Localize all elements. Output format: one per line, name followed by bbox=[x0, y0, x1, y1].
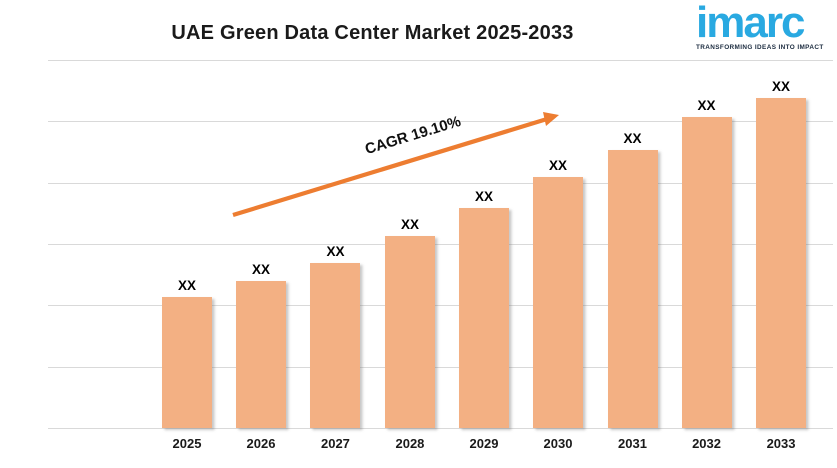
bar-value-label: XX bbox=[623, 131, 642, 147]
bar bbox=[235, 281, 286, 428]
x-axis-label: 2028 bbox=[395, 436, 425, 451]
bar-value-label: XX bbox=[772, 78, 791, 94]
logo-tagline: TRANSFORMING IDEAS INTO IMPACT bbox=[696, 44, 824, 52]
bar bbox=[384, 235, 435, 428]
x-axis-label: 2032 bbox=[692, 436, 721, 451]
bar-value-label: XX bbox=[548, 158, 567, 174]
x-axis-label: 2033 bbox=[766, 436, 796, 451]
bar bbox=[458, 207, 509, 428]
bar bbox=[162, 297, 213, 428]
bar bbox=[310, 263, 361, 428]
gridline bbox=[48, 366, 833, 368]
bar-value-label: XX bbox=[474, 188, 493, 204]
bar bbox=[681, 117, 732, 428]
bar bbox=[607, 150, 658, 428]
bar-value-label: XX bbox=[400, 216, 419, 232]
chart-title: UAE Green Data Center Market 2025-2033 bbox=[171, 22, 574, 44]
x-axis-label: 2029 bbox=[469, 436, 499, 451]
bar-value-label: XX bbox=[178, 278, 197, 293]
x-axis-label: 2025 bbox=[172, 436, 202, 451]
imarc-logo: imarc TRANSFORMING IDEAS INTO IMPACT bbox=[696, 0, 826, 52]
gridline bbox=[48, 305, 833, 307]
bar-value-label: XX bbox=[326, 244, 345, 260]
bar bbox=[756, 97, 807, 428]
gridline bbox=[48, 428, 833, 429]
gridline bbox=[48, 60, 833, 61]
bar bbox=[533, 177, 583, 428]
bar-value-label: XX bbox=[697, 98, 716, 114]
plot-area: XX 2025 XX 2026 XX 2027 XX 2028 XX 2029 XX 2030 XX 20… bbox=[48, 60, 833, 451]
x-axis-label: 2031 bbox=[618, 436, 647, 451]
x-axis-label: 2030 bbox=[543, 436, 573, 451]
logo-wordmark: imarc bbox=[696, 0, 805, 47]
gridline bbox=[48, 244, 833, 245]
x-axis-label: 2026 bbox=[246, 436, 276, 451]
bar-value-label: XX bbox=[251, 262, 270, 278]
x-axis-label: 2027 bbox=[320, 436, 350, 451]
